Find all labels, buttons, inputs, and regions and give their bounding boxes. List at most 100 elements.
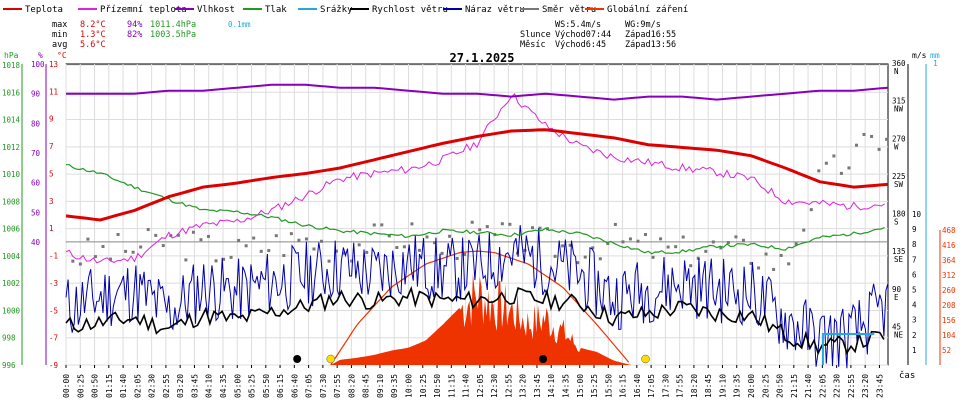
series-pressure bbox=[66, 164, 885, 255]
wind-tick-label: 6 bbox=[912, 270, 917, 279]
wind-direction-mark bbox=[252, 236, 256, 240]
radiation-tick-label: 260 bbox=[942, 286, 956, 295]
legend-item-gust: Náraz větru bbox=[443, 5, 525, 15]
wind-direction-mark bbox=[508, 222, 512, 226]
x-tick-label: 12:55 bbox=[504, 374, 513, 398]
x-tick-label: 05:00 bbox=[233, 374, 242, 398]
direction-tick-label: 270 bbox=[892, 134, 906, 143]
stats-min-label: min bbox=[52, 30, 67, 40]
wind-direction-mark bbox=[131, 250, 135, 254]
wind-direction-mark bbox=[139, 245, 143, 249]
wind-direction-mark bbox=[757, 266, 761, 270]
humidity-tick-label: 90 bbox=[31, 90, 41, 99]
temperature-tick-label: -1 bbox=[49, 252, 58, 261]
stats-min-hum: 82% bbox=[127, 30, 142, 40]
wind-direction-mark bbox=[433, 241, 437, 245]
x-tick-label: 06:40 bbox=[290, 374, 299, 398]
wind-direction-mark bbox=[237, 238, 241, 242]
humidity-tick-label: 70 bbox=[31, 149, 41, 158]
stats-avg-label: avg bbox=[52, 40, 67, 50]
wind-direction-mark bbox=[395, 245, 399, 249]
wind-direction-mark bbox=[621, 240, 625, 244]
chart-title: 27.1.2025 bbox=[449, 51, 514, 65]
x-tick-label: 20:50 bbox=[776, 374, 785, 398]
wind-direction-mark bbox=[847, 166, 851, 170]
wind-direction-mark bbox=[787, 262, 791, 266]
legend-item-ground: Přízemní teplota bbox=[78, 5, 187, 15]
wind-direction-mark bbox=[312, 247, 316, 251]
legend-label: Rychlost větru bbox=[372, 5, 448, 15]
info-sun-label: Slunce bbox=[520, 30, 551, 40]
stats-max-temp: 8.2°C bbox=[80, 20, 106, 30]
x-axis-label: čas bbox=[899, 370, 915, 381]
x-tick-label: 18:20 bbox=[690, 374, 699, 398]
wind-direction-mark bbox=[711, 240, 715, 244]
x-tick-label: 21:40 bbox=[804, 374, 813, 398]
stats-min-pres: 1003.5hPa bbox=[150, 30, 196, 40]
wind-direction-mark bbox=[327, 259, 331, 263]
wind-direction-mark bbox=[546, 227, 550, 231]
direction-tick-compass: S bbox=[894, 218, 899, 227]
temperature-tick-label: 9 bbox=[49, 115, 54, 124]
pressure-tick-label: 1016 bbox=[2, 88, 21, 97]
x-tick-label: 14:10 bbox=[547, 374, 556, 398]
wind-direction-mark bbox=[726, 241, 730, 245]
direction-tick-label: 135 bbox=[892, 247, 906, 256]
wind-direction-mark bbox=[644, 232, 648, 236]
wind-direction-mark bbox=[651, 255, 655, 259]
series-rain bbox=[821, 333, 875, 365]
wind-direction-mark bbox=[485, 225, 489, 229]
series-temperature bbox=[65, 128, 889, 222]
x-tick-label: 15:00 bbox=[576, 374, 585, 398]
radiation-tick-label: 208 bbox=[942, 301, 956, 310]
wind-direction-mark bbox=[146, 228, 150, 232]
x-tick-label: 12:30 bbox=[490, 374, 499, 398]
legend-item-pres: Tlak bbox=[243, 5, 287, 15]
wind-direction-mark bbox=[417, 248, 421, 252]
pressure-tick-label: 1008 bbox=[2, 197, 21, 206]
pressure-tick-label: 1014 bbox=[2, 116, 21, 125]
wind-direction-mark bbox=[101, 244, 105, 248]
pressure-tick-label: 1012 bbox=[2, 143, 20, 152]
wind-direction-mark bbox=[674, 245, 678, 249]
wind-direction-mark bbox=[463, 252, 467, 256]
wind-direction-mark bbox=[448, 234, 452, 238]
wind-tick-label: 7 bbox=[912, 255, 917, 264]
x-tick-label: 12:05 bbox=[476, 374, 485, 398]
x-tick-label: 16:40 bbox=[633, 374, 642, 398]
x-tick-label: 17:30 bbox=[661, 374, 670, 398]
series-wind bbox=[65, 285, 885, 356]
wind-direction-mark bbox=[365, 250, 369, 254]
x-tick-label: 23:45 bbox=[875, 374, 884, 398]
x-tick-label: 15:25 bbox=[590, 374, 599, 398]
wind-direction-mark bbox=[455, 256, 459, 260]
x-tick-label: 09:10 bbox=[376, 374, 385, 398]
wind-direction-mark bbox=[161, 244, 165, 248]
x-tick-label: 20:25 bbox=[761, 374, 770, 398]
wind-direction-mark bbox=[222, 257, 226, 261]
markers bbox=[293, 354, 650, 364]
legend-label: Srážky bbox=[320, 5, 353, 15]
pressure-tick-label: 1000 bbox=[2, 306, 21, 315]
pressure-tick-label: 998 bbox=[2, 334, 16, 343]
info-wg: WG:9m/s bbox=[625, 20, 661, 30]
wind-direction-mark bbox=[206, 234, 210, 238]
x-tick-label: 19:35 bbox=[733, 374, 742, 398]
stats-block: max 8.2°C 94% 1011.4hPa 0.1mm min 1.3°C … bbox=[52, 20, 251, 50]
wind-direction-mark bbox=[794, 242, 798, 246]
wind-direction-mark bbox=[229, 255, 233, 259]
wind-direction-mark bbox=[124, 249, 128, 253]
x-tick-label: 06:15 bbox=[276, 374, 285, 398]
sunrise-marker bbox=[326, 354, 336, 364]
temperature-tick-label: 1 bbox=[49, 224, 54, 233]
series-humidity bbox=[66, 83, 889, 101]
x-tick-label: 05:25 bbox=[248, 374, 257, 398]
x-tick-label: 09:35 bbox=[390, 374, 399, 398]
x-axis-ticks: 00:00 00:25 00:50 01:15 01:40 02:05 02:30 02:55… bbox=[62, 365, 884, 398]
radiation-tick-label: 52 bbox=[942, 346, 951, 355]
legend-label: Vlhkost bbox=[197, 5, 235, 15]
legend-item-temp: Teplota bbox=[3, 5, 63, 15]
wind-direction-mark bbox=[342, 251, 346, 255]
wind-direction-mark bbox=[606, 241, 610, 245]
